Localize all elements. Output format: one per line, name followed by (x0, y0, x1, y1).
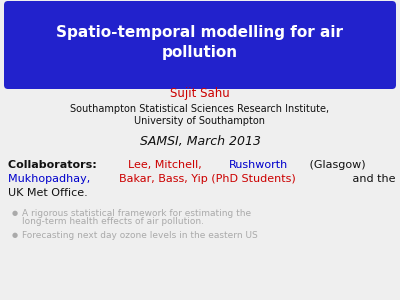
Text: UK Met Office.: UK Met Office. (8, 188, 88, 198)
Text: ●: ● (12, 232, 18, 238)
Text: A rigorous statistical framework for estimating the: A rigorous statistical framework for est… (22, 208, 251, 217)
Text: long-term health effects of air pollution.: long-term health effects of air pollutio… (22, 218, 204, 226)
Text: Rushworth: Rushworth (229, 160, 288, 170)
Text: Lee, Mitchell,: Lee, Mitchell, (128, 160, 206, 170)
Text: pollution: pollution (162, 44, 238, 59)
Text: ●: ● (12, 210, 18, 216)
Text: Southampton Statistical Sciences Research Institute,: Southampton Statistical Sciences Researc… (70, 104, 330, 114)
Text: Mukhopadhay,: Mukhopadhay, (8, 174, 94, 184)
Text: and the: and the (349, 174, 396, 184)
Text: University of Southampton: University of Southampton (134, 116, 266, 126)
Text: (Glasgow): (Glasgow) (306, 160, 365, 170)
Text: Forecasting next day ozone levels in the eastern US: Forecasting next day ozone levels in the… (22, 230, 258, 239)
FancyBboxPatch shape (4, 1, 396, 89)
Text: Bakar, Bass, Yip (PhD Students): Bakar, Bass, Yip (PhD Students) (119, 174, 296, 184)
Text: Collaborators:: Collaborators: (8, 160, 101, 170)
Text: Spatio-temporal modelling for air: Spatio-temporal modelling for air (56, 25, 344, 40)
Text: SAMSI, March 2013: SAMSI, March 2013 (140, 136, 260, 148)
Text: Sujit Sahu: Sujit Sahu (170, 88, 230, 100)
